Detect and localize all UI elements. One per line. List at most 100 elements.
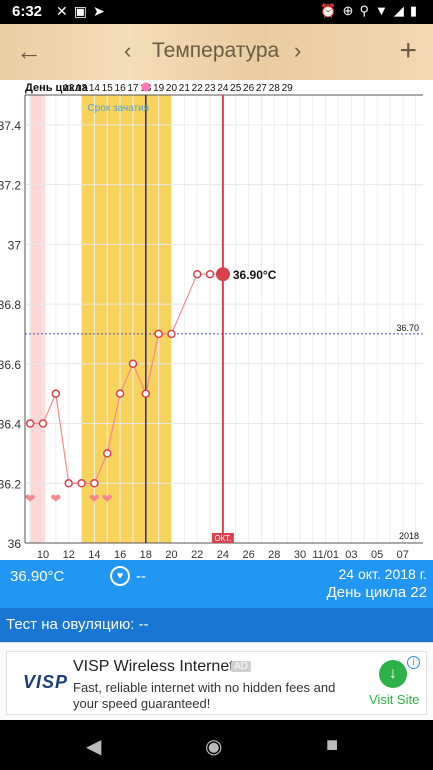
- ovulation-test-label: Тест на овуляцию: --: [6, 616, 149, 633]
- status-left-icons: ✕▣➤: [56, 3, 111, 20]
- temperature-point: [90, 479, 99, 488]
- x-tick-label: 28: [268, 549, 280, 560]
- temperature-point: [25, 419, 35, 428]
- temperature-point: [77, 479, 86, 488]
- circle-home-icon[interactable]: ◉: [205, 736, 223, 758]
- current-date: 24 окт. 2018 г.: [338, 566, 428, 582]
- heart-icon: ❤: [89, 492, 100, 507]
- fertile-window-band: [81, 95, 172, 543]
- month-label: ОКТ.: [214, 534, 231, 543]
- temperature-point: [205, 269, 215, 279]
- x-tick-label: 12: [63, 549, 75, 560]
- cycle-day-number: 16: [115, 83, 127, 94]
- cycle-day-number: 24: [217, 83, 229, 94]
- arrow-left-icon[interactable]: ←: [16, 36, 42, 66]
- current-temperature-label: 36.90°C: [233, 268, 277, 282]
- x-tick-label: 05: [371, 549, 383, 560]
- temperature-point: [51, 389, 61, 398]
- heart-icon: ❤: [50, 492, 61, 507]
- cycle-day-number: 17: [127, 83, 139, 94]
- cycle-day-number: 27: [256, 83, 268, 94]
- info-bar: 36.90°C ♥ -- 24 окт. 2018 г. День цикла …: [0, 560, 433, 608]
- cycle-day-number: 28: [269, 83, 281, 94]
- ad-badge: AD: [231, 661, 251, 672]
- alarm-icon: ⏰: [320, 3, 343, 18]
- x-tick-label: 24: [217, 549, 229, 560]
- temperature-point: [154, 329, 163, 339]
- download-arrow-icon[interactable]: ↓: [379, 660, 407, 688]
- x-tick-label: 30: [294, 549, 306, 560]
- cycle-day: День цикла 22: [326, 584, 427, 601]
- heart-icon: ❤: [102, 492, 113, 507]
- chevron-left-icon[interactable]: ‹: [124, 38, 132, 63]
- temperature-point: [128, 359, 138, 369]
- ovulation-test-bar[interactable]: Тест на овуляцию: --: [0, 608, 433, 642]
- ad-logo: VISP: [23, 672, 69, 692]
- photo-icon: ▣: [73, 3, 93, 19]
- current-temperature: 36.90°C: [10, 568, 65, 585]
- page-title: Температура: [152, 39, 280, 62]
- period-band: [30, 95, 45, 543]
- info-icon[interactable]: i: [407, 656, 420, 669]
- x-tick-label: 03: [345, 549, 357, 560]
- y-tick-label: 37: [8, 238, 22, 252]
- plus-icon[interactable]: +: [399, 34, 417, 67]
- heart-icon: ❤: [25, 492, 36, 507]
- x-tick-label: 26: [242, 549, 254, 560]
- temperature-chart[interactable]: ❤ ❤ ❤ ❤ 36 36.2 36.4 36.6 36.8 37 37.2 37.4 10 12 14 1…: [0, 80, 433, 560]
- cycle-day-number: 29: [282, 83, 294, 94]
- heart-icon[interactable]: ♥: [110, 566, 130, 586]
- y-tick-label: 36.6: [0, 358, 21, 372]
- battery-icon: ▮: [409, 3, 423, 18]
- coverline-label: 36.70: [396, 323, 419, 333]
- ad-banner: VISP VISP Wireless Internet AD Fast, rel…: [0, 642, 433, 720]
- add-circle-icon: ⊕: [342, 3, 360, 18]
- wifi-icon: ▼: [374, 3, 394, 18]
- location-icon: ⚲: [359, 3, 375, 18]
- cycle-day-number: 22: [192, 83, 204, 94]
- ad-card[interactable]: VISP VISP Wireless Internet AD Fast, rel…: [6, 651, 427, 715]
- cycle-day-number: 14: [89, 83, 101, 94]
- ad-description: Fast, reliable internet with no hidden f…: [73, 680, 336, 711]
- system-nav-bar: ◀ ◉ ■: [0, 720, 433, 770]
- cycle-day-number: 21: [179, 83, 191, 94]
- square-recents-icon[interactable]: ■: [326, 734, 339, 756]
- heart-value: --: [136, 568, 146, 585]
- year-label: 2018: [399, 531, 419, 541]
- y-tick-label: 36.8: [0, 298, 21, 312]
- y-tick-label: 36: [8, 537, 22, 551]
- x-tick-label: 14: [88, 549, 100, 560]
- fertile-window-label: Срок зачатия: [88, 103, 150, 114]
- month-marker: [211, 533, 234, 543]
- cycle-day-number: 12: [63, 83, 75, 94]
- signal-icon: ◢: [393, 3, 410, 18]
- ad-title[interactable]: VISP Wireless Internet: [73, 658, 234, 675]
- cycle-day-number: 25: [230, 83, 242, 94]
- cycle-day-number: 13: [76, 83, 88, 94]
- app-bar: ← ‹ Температура › +: [0, 24, 433, 80]
- x-tick-label: 18: [140, 549, 152, 560]
- y-tick-label: 37.4: [0, 119, 21, 133]
- temperature-point: [192, 269, 202, 279]
- x-tick-label: 22: [191, 549, 203, 560]
- status-time: 6:32: [12, 3, 43, 20]
- temperature-point: [64, 479, 73, 488]
- visit-site-button[interactable]: Visit Site: [369, 692, 420, 707]
- temperature-point: [167, 329, 176, 339]
- triangle-back-icon[interactable]: ◀: [86, 736, 102, 758]
- status-right-icons: ⏰⊕⚲▼◢▮: [320, 3, 423, 19]
- x-tick-label: 16: [114, 549, 126, 560]
- temperature-point: [115, 389, 125, 398]
- status-bar: 6:32 ✕▣➤ ⏰⊕⚲▼◢▮: [0, 0, 433, 24]
- ovulation-marker-icon: [141, 82, 151, 92]
- navigation-icon: ➤: [92, 3, 111, 19]
- missed-call-icon: ✕: [56, 3, 74, 19]
- chevron-right-icon[interactable]: ›: [294, 38, 302, 63]
- current-temperature-point: [215, 267, 230, 282]
- temperature-point: [38, 419, 48, 428]
- y-tick-label: 36.2: [0, 477, 21, 491]
- cycle-day-number: 26: [243, 83, 255, 94]
- cycle-day-number: 19: [153, 83, 165, 94]
- cycle-day-number: 15: [102, 83, 114, 94]
